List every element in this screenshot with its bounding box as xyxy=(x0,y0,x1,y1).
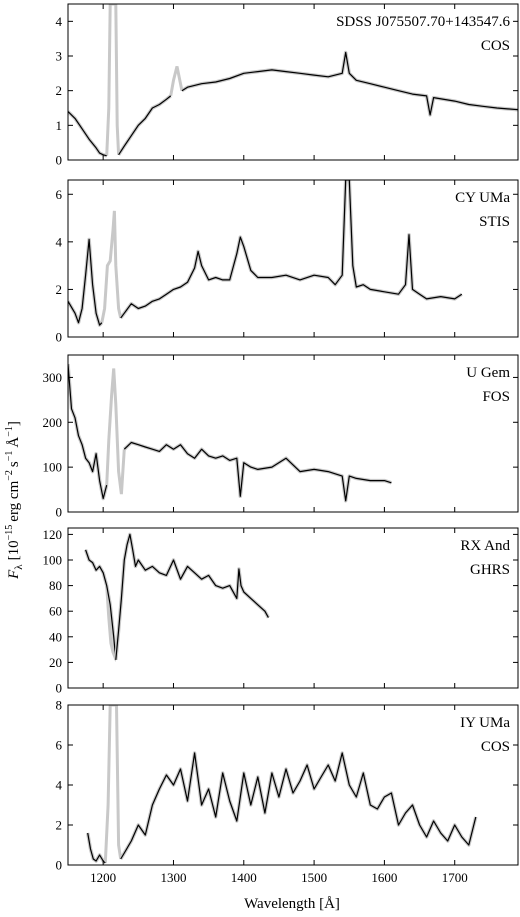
masked-region-line xyxy=(105,368,126,495)
y-axis-unit-exp4: −1 xyxy=(4,426,15,437)
masked-region-line xyxy=(105,4,121,156)
panel-instrument-label: STIS xyxy=(479,214,510,230)
panel-plot-area xyxy=(83,532,270,662)
y-tick-label: 100 xyxy=(43,553,63,568)
y-tick-label: 4 xyxy=(56,14,63,29)
x-tick-label: 1700 xyxy=(442,870,468,885)
y-axis-title-text: Fλ[10−15erg cm−2s−1Å−1] xyxy=(4,421,25,580)
panel-instrument-label: GHRS xyxy=(470,562,510,578)
y-axis-unit-mid2: s xyxy=(6,461,22,467)
y-tick-label: 40 xyxy=(49,629,62,644)
x-tick-label: 1500 xyxy=(301,870,327,885)
y-tick-label: 3 xyxy=(56,49,63,64)
spectrum-line xyxy=(123,441,392,502)
error-band-line xyxy=(114,532,270,660)
y-tick-label: 80 xyxy=(49,578,62,593)
error-band-line xyxy=(123,440,392,503)
panel-frame xyxy=(67,527,519,689)
y-tick-label: 2 xyxy=(56,83,63,98)
y-tick-label: 0 xyxy=(56,330,63,345)
y-tick-label: 0 xyxy=(56,858,63,873)
panel-object-label: IY UMa xyxy=(460,715,510,731)
spectrum-line xyxy=(68,363,108,500)
panel-1: 0 1 2 3 4 SDSS J075507.70+143547.6 COS xyxy=(56,3,519,168)
y-tick-label: 6 xyxy=(56,187,63,202)
error-band-line xyxy=(68,110,108,158)
spectrum-line xyxy=(68,238,103,326)
y-tick-label: 0 xyxy=(56,505,63,520)
panel-4: 0 20 40 60 80 100 120 RX And GHRS xyxy=(43,527,519,696)
y-axis-unit-exp2: −2 xyxy=(4,470,15,481)
y-tick-label: 200 xyxy=(43,415,63,430)
panel-frame xyxy=(67,704,519,866)
y-tick-label: 100 xyxy=(43,460,63,475)
x-tick-label: 1300 xyxy=(160,870,186,885)
panel-instrument-label: COS xyxy=(481,38,510,54)
masked-region-line xyxy=(103,705,123,864)
y-axis-unit-mid1: erg cm xyxy=(6,480,22,521)
spectrum-line xyxy=(120,180,463,319)
panel-plot-area xyxy=(68,363,392,503)
y-tick-label: 120 xyxy=(43,527,63,542)
spectrum-line xyxy=(85,549,117,660)
y-tick-label: 4 xyxy=(56,234,63,249)
panel-plot-area xyxy=(68,180,463,327)
x-tick-label: 1200 xyxy=(90,870,116,885)
spectrum-line xyxy=(115,533,269,660)
y-axis-unit-exp3: −1 xyxy=(4,451,15,462)
x-tick-label: 1600 xyxy=(371,870,397,885)
y-axis-unit-open: [10 xyxy=(6,540,22,560)
y-tick-label: 0 xyxy=(56,681,63,696)
panel-plot-area xyxy=(85,705,478,865)
error-band-line xyxy=(119,180,463,320)
error-band-line xyxy=(117,94,172,156)
y-tick-label: 4 xyxy=(56,778,63,793)
y-tick-label: 60 xyxy=(49,604,62,619)
y-tick-label: 2 xyxy=(56,818,63,833)
panel-instrument-label: FOS xyxy=(482,389,510,405)
y-axis-title: Fλ[10−15erg cm−2s−1Å−1] xyxy=(4,421,25,580)
masked-region-line xyxy=(100,210,123,323)
y-axis-unit-close: ] xyxy=(6,421,22,426)
error-band-line xyxy=(119,751,478,860)
panel-frame xyxy=(67,354,519,513)
y-tick-label: 6 xyxy=(56,738,63,753)
y-axis-unit-mid3: Å xyxy=(6,437,22,448)
x-axis-title: Wavelength [Å] xyxy=(244,896,340,912)
panel-3: 0 100 200 300 U Gem FOS xyxy=(43,354,519,520)
error-band-line xyxy=(68,363,109,501)
panel-frame xyxy=(67,179,519,338)
panel-frame xyxy=(67,3,519,161)
spectrum-line xyxy=(68,111,107,157)
spectrum-line xyxy=(118,95,172,156)
panel-plot-area xyxy=(68,4,518,158)
panel-object-label: RX And xyxy=(460,538,510,554)
y-axis-title-subscript: λ xyxy=(13,564,25,570)
spectrum-line xyxy=(181,51,518,116)
masked-region-line xyxy=(169,66,184,97)
spectrum-line xyxy=(120,752,477,860)
y-tick-label: 2 xyxy=(56,282,63,297)
y-axis-title-symbol: F xyxy=(6,569,22,580)
panel-object-label: SDSS J075507.70+143547.6 xyxy=(336,14,510,30)
y-tick-label: 8 xyxy=(56,698,63,713)
y-tick-label: 300 xyxy=(43,370,63,385)
panel-5: 1200 1300 1400 1500 1600 1700 0 2 4 6 8 IY UMa COS xyxy=(56,698,519,885)
panel-2: 0 2 4 6 CY UMa STIS xyxy=(56,179,519,345)
y-tick-label: 1 xyxy=(56,118,63,133)
panel-object-label: U Gem xyxy=(466,365,510,381)
y-tick-label: 0 xyxy=(56,153,63,168)
panels-group: 0 1 2 3 4 SDSS J075507.70+143547.6 COS 0 2 4 6 CY U… xyxy=(43,3,519,885)
panel-instrument-label: COS xyxy=(481,739,510,755)
error-band-line xyxy=(180,50,518,117)
y-axis-unit-exp1: −15 xyxy=(4,525,15,541)
panel-object-label: CY UMa xyxy=(455,190,510,206)
y-tick-label: 20 xyxy=(49,655,62,670)
x-tick-label: 1400 xyxy=(231,870,257,885)
